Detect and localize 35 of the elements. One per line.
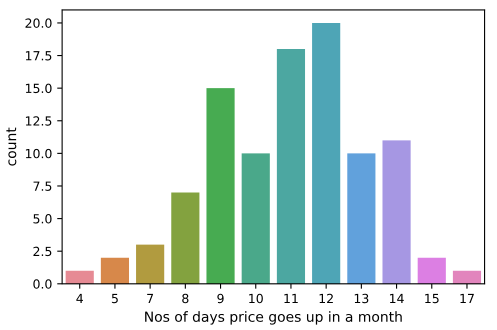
bar (382, 140, 411, 284)
y-tick-label: 5.0 (33, 214, 52, 224)
bar (347, 153, 376, 284)
bar (136, 244, 164, 284)
x-tick-label: 11 (284, 294, 298, 304)
bar (276, 49, 306, 284)
x-tick-label: 4 (76, 294, 83, 304)
bar (171, 192, 200, 284)
bar (418, 258, 446, 284)
bar (312, 22, 340, 284)
bar (66, 270, 94, 284)
y-axis-title: count (6, 128, 16, 166)
bar (452, 270, 482, 284)
bar (206, 88, 235, 284)
y-tick-label: 0.0 (33, 279, 52, 289)
y-tick-label: 20.0 (25, 18, 52, 28)
y-tick-label: 10.0 (26, 148, 52, 158)
x-tick-label: 13 (354, 294, 368, 304)
x-tick-label: 15 (425, 294, 439, 304)
x-tick-label: 9 (217, 294, 224, 304)
x-tick-label: 5 (112, 294, 118, 304)
y-tick-label: 17.5 (26, 51, 52, 60)
y-tick-label: 12.5 (26, 116, 52, 126)
x-tick-label: 12 (320, 294, 333, 304)
x-tick-label: 7 (147, 294, 154, 304)
y-tick-label: 2.5 (33, 246, 52, 256)
x-tick-label: 8 (182, 294, 188, 304)
bar (100, 258, 130, 284)
bar (242, 153, 270, 284)
x-tick-label: 14 (390, 294, 404, 304)
y-tick-label: 15.0 (26, 84, 52, 94)
y-tick-label: 7.5 (34, 182, 52, 191)
x-axis-title: Nos of days price goes up in a month (145, 311, 402, 325)
x-tick-label: 10 (249, 294, 263, 304)
x-tick-label: 17 (460, 294, 474, 304)
